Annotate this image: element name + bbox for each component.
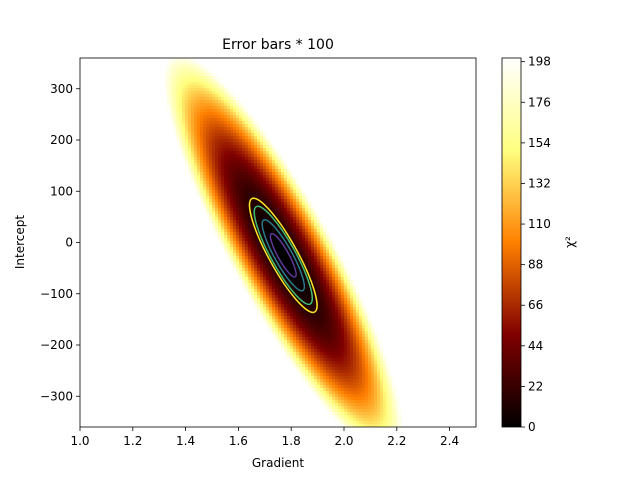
y-axis-label: Intercept (13, 215, 27, 270)
y-tick-label: −100 (40, 287, 73, 301)
colorbar (501, 57, 522, 428)
contour-2 (261, 219, 306, 292)
y-tick-label: 100 (50, 184, 73, 198)
colorbar-tick-label: 22 (528, 379, 543, 393)
contour-1 (269, 232, 297, 278)
y-tick-label: 0 (65, 236, 73, 250)
colorbar-tick-label: 44 (528, 339, 543, 353)
y-tick-label: −200 (40, 338, 73, 352)
x-tick-label: 1.8 (282, 434, 301, 448)
colorbar-tick-label: 132 (528, 176, 551, 190)
y-tick-label: −300 (40, 389, 73, 403)
x-tick-label: 2.4 (440, 434, 459, 448)
x-tick-label: 1.4 (176, 434, 195, 448)
chart-title: Error bars * 100 (222, 37, 334, 53)
x-tick-label: 2.2 (387, 434, 406, 448)
confidence-contours (248, 197, 318, 314)
y-tick-label: 200 (50, 133, 73, 147)
x-axis: 1.0 1.2 1.4 1.6 1.8 2.0 2.2 2.4 (70, 427, 459, 448)
x-tick-label: 1.2 (123, 434, 142, 448)
y-tick-label: 300 (50, 82, 73, 96)
contour-4 (248, 197, 318, 314)
colorbar-tick-label: 0 (528, 420, 536, 434)
colorbar-ticks: 0 22 44 66 88 110 132 154 176 198 (521, 55, 551, 434)
colorbar-tick-label: 198 (528, 55, 551, 69)
x-tick-label: 1.6 (229, 434, 248, 448)
colorbar-tick-label: 176 (528, 95, 551, 109)
x-tick-label: 1.0 (70, 434, 89, 448)
colorbar-tick-label: 66 (528, 298, 543, 312)
colorbar-tick-label: 88 (528, 258, 543, 272)
colorbar-tick-label: 154 (528, 136, 551, 150)
x-axis-label: Gradient (252, 456, 305, 470)
contour-3 (253, 205, 314, 306)
y-axis: −300 −200 −100 0 100 200 300 (40, 82, 80, 403)
x-tick-label: 2.0 (334, 434, 353, 448)
colorbar-tick-label: 110 (528, 217, 551, 231)
colorbar-label: χ² (563, 236, 577, 248)
